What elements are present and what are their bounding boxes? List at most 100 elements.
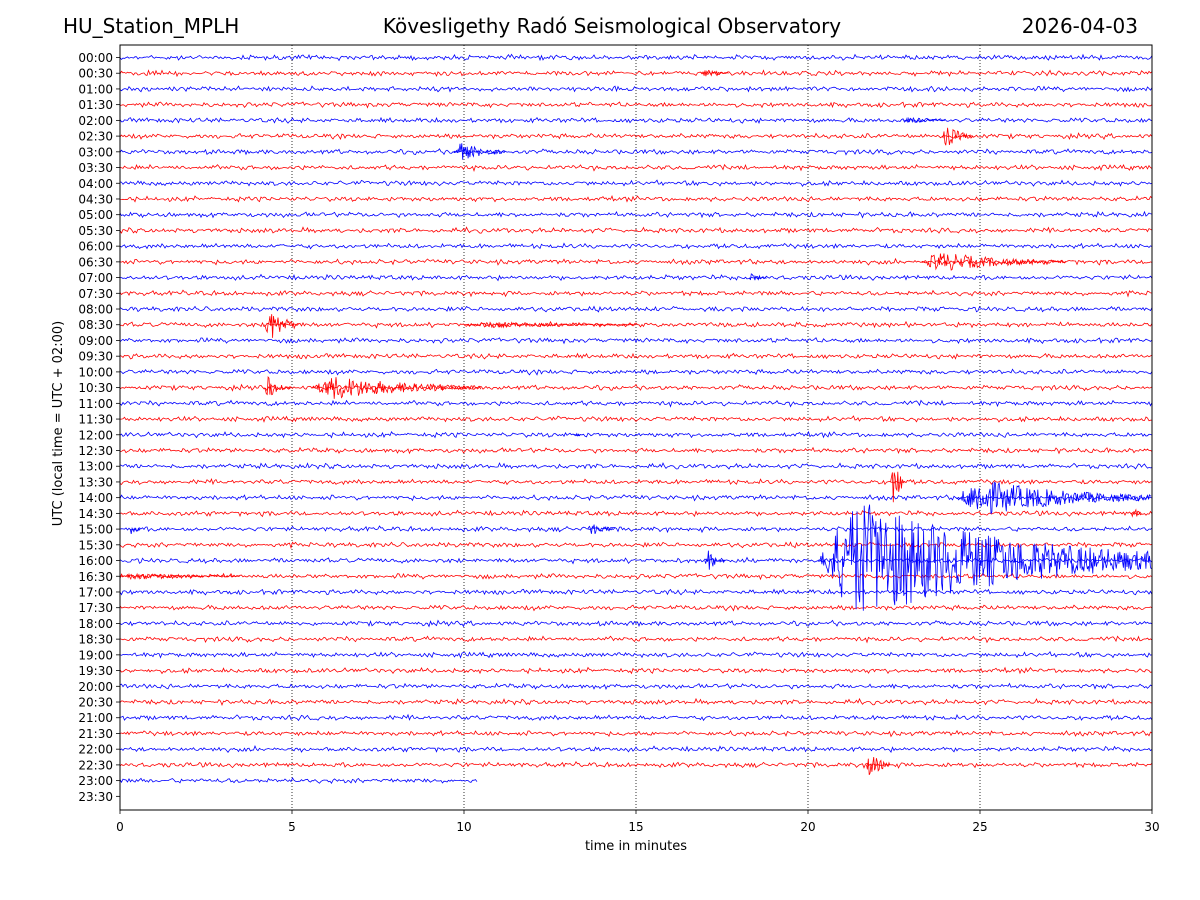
y-tick-label: 21:00 [78,711,113,725]
y-tick-label: 20:00 [78,680,113,694]
y-tick-label: 08:00 [78,303,113,317]
y-tick-label: 04:30 [78,192,113,206]
y-tick-label: 00:00 [78,51,113,65]
trace-row-1600 [119,556,1153,565]
trace-row-0900 [119,337,1153,345]
trace-row-0830 [119,320,1153,329]
y-tick-label: 03:00 [78,145,113,159]
trace-row-0530 [119,226,1153,234]
y-tick-label: 03:30 [78,161,113,175]
trace-row-0200 [119,116,1153,124]
trace-row-0500 [119,210,1153,219]
y-tick-label: 00:30 [78,67,113,81]
event-0200-1 [904,116,945,123]
y-tick-label: 11:00 [78,397,113,411]
y-tick-label: 18:00 [78,617,113,631]
trace-row-1900 [119,651,1153,659]
trace-row-2000 [119,682,1153,691]
station-name: HU_Station_MPLH [63,14,240,38]
trace-row-0800 [119,305,1153,313]
trace-row-1630 [119,572,1153,581]
event-1030-8 [264,375,292,396]
trace-row-0730 [119,289,1153,298]
trace-row-1130 [119,415,1153,423]
y-tick-label: 14:30 [78,507,113,521]
grid-lines [291,45,981,810]
trace-row-1200 [119,430,1153,439]
event-0700-5 [749,273,767,281]
x-tick-label: 10 [456,820,471,834]
trace-row-0700 [119,273,1153,282]
y-tick-label: 11:30 [78,413,113,427]
event-2230-19 [866,756,891,775]
y-tick-label: 02:30 [78,130,113,144]
trace-row-1100 [119,399,1153,408]
trace-row-1530 [119,541,1153,550]
y-tick-label: 18:30 [78,633,113,647]
trace-row-1730 [119,604,1153,612]
trace-row-0030 [119,69,1153,78]
chart-title: Kövesligethy Radó Seismological Observat… [382,14,842,38]
y-tick-label: 16:00 [78,554,113,568]
y-tick-label: 06:00 [78,240,113,254]
trace-row-1330 [119,478,1153,486]
y-tick-label: 17:00 [78,585,113,599]
y-tick-label: 12:00 [78,428,113,442]
y-tick-label: 04:00 [78,177,113,191]
event-1500-14 [129,527,141,534]
trace-row-1000 [119,368,1153,376]
y-tick-label: 21:30 [78,727,113,741]
trace-row-0400 [119,179,1153,187]
x-tick-label: 0 [116,820,124,834]
trace-row-1800 [119,619,1153,628]
y-tick-label: 14:00 [78,491,113,505]
event-1600-16 [704,550,725,570]
trace-row-2200 [119,745,1153,753]
trace-row-0130 [119,101,1153,109]
event-1200-10 [573,432,581,437]
event-0830-6 [264,314,299,338]
y-tick-label: 01:00 [78,82,113,96]
trace-row-1430 [119,509,1153,518]
trace-row-1500 [119,525,1153,534]
y-tick-label: 13:00 [78,460,113,474]
y-tick-label: 23:30 [78,790,113,804]
y-tick-label: 20:30 [78,696,113,710]
trace-row-1700 [119,588,1153,596]
event-1430-13 [1131,508,1142,518]
x-axis: 0 5 10 15 20 25 30 [116,810,1160,834]
event-1330-11 [890,471,905,503]
event-0230-2 [941,127,974,146]
event-1630-18 [119,572,240,580]
y-tick-label: 07:00 [78,271,113,285]
event-0030-0 [701,69,729,77]
trace-row-0630 [119,257,1153,266]
y-tick-label: 22:00 [78,743,113,757]
event-0830-7 [463,321,637,329]
y-tick-label: 06:30 [78,255,113,269]
y-tick-label: 09:30 [78,350,113,364]
x-tick-label: 30 [1144,820,1159,834]
y-tick-label: 16:30 [78,570,113,584]
event-0630-4 [921,253,1066,271]
y-axis-label: UTC (local time = UTC + 02:00) [51,321,66,526]
y-tick-label: 22:30 [78,758,113,772]
trace-row-0600 [119,242,1153,250]
y-tick-label: 15:00 [78,523,113,537]
event-1030-9 [312,377,482,399]
y-tick-label: 13:30 [78,475,113,489]
y-tick-label: 05:30 [78,224,113,238]
y-tick-label: 05:00 [78,208,113,222]
trace-layer [119,53,1153,784]
trace-row-0430 [119,194,1153,203]
y-tick-label: 09:00 [78,334,113,348]
x-tick-label: 5 [288,820,296,834]
trace-row-1230 [119,446,1153,455]
y-tick-label: 17:30 [78,601,113,615]
y-tick-label: 10:00 [78,365,113,379]
y-tick-label: 08:30 [78,318,113,332]
trace-row-0300 [119,148,1153,156]
trace-row-1030 [119,383,1153,392]
trace-row-0230 [119,132,1153,141]
